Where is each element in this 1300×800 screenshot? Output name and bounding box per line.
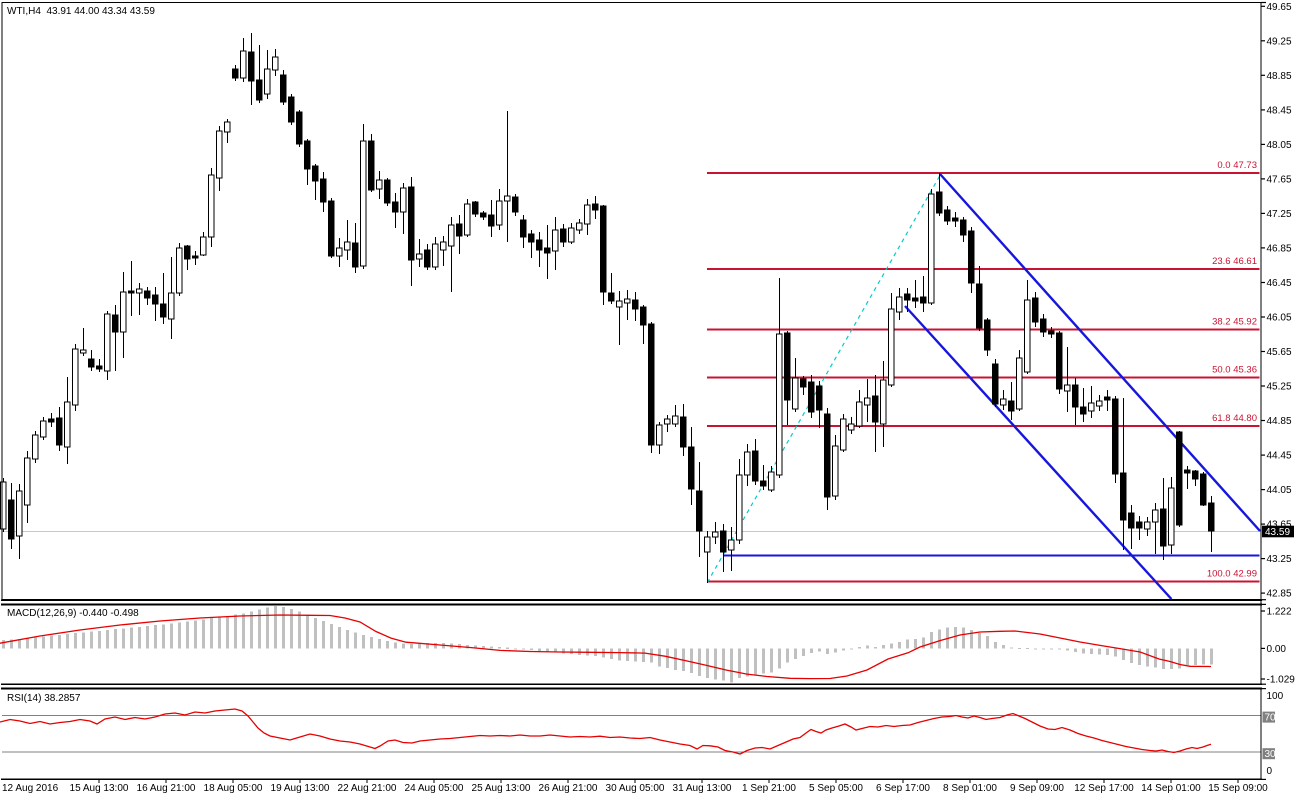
svg-text:1.222: 1.222 [1267,607,1292,618]
svg-text:15 Aug 13:00: 15 Aug 13:00 [70,783,129,794]
svg-text:12 Sep 17:00: 12 Sep 17:00 [1074,783,1134,794]
svg-text:43.59: 43.59 [1265,527,1290,538]
svg-text:47.65: 47.65 [1267,175,1292,186]
svg-text:44.85: 44.85 [1267,416,1292,427]
svg-text:0.0 47.73: 0.0 47.73 [1217,160,1257,171]
svg-text:49.25: 49.25 [1267,36,1292,47]
svg-text:31 Aug 13:00: 31 Aug 13:00 [673,783,732,794]
svg-text:26 Aug 21:00: 26 Aug 21:00 [539,783,598,794]
svg-text:43.65: 43.65 [1267,520,1292,531]
svg-text:0: 0 [1267,766,1273,777]
svg-text:8 Sep 01:00: 8 Sep 01:00 [943,783,997,794]
svg-text:46.05: 46.05 [1267,313,1292,324]
svg-text:0.00: 0.00 [1267,644,1287,655]
svg-text:9 Sep 09:00: 9 Sep 09:00 [1010,783,1064,794]
svg-text:MACD(12,26,9) -0.440 -0.498: MACD(12,26,9) -0.440 -0.498 [7,608,139,619]
svg-text:25 Aug 13:00: 25 Aug 13:00 [472,783,531,794]
svg-text:43.25: 43.25 [1267,554,1292,565]
svg-text:19 Aug 13:00: 19 Aug 13:00 [271,783,330,794]
svg-text:5 Sep 05:00: 5 Sep 05:00 [809,783,863,794]
svg-text:42.85: 42.85 [1267,589,1292,600]
svg-text:100: 100 [1267,691,1284,702]
svg-text:24 Aug 05:00: 24 Aug 05:00 [405,783,464,794]
svg-text:16 Aug 21:00: 16 Aug 21:00 [137,783,196,794]
svg-text:44.05: 44.05 [1267,485,1292,496]
svg-text:48.05: 48.05 [1267,140,1292,151]
svg-text:100.0 42.99: 100.0 42.99 [1207,569,1257,580]
svg-text:50.0 45.36: 50.0 45.36 [1212,364,1257,375]
svg-text:61.8 44.80: 61.8 44.80 [1212,413,1257,424]
svg-text:44.45: 44.45 [1267,451,1292,462]
svg-text:47.25: 47.25 [1267,209,1292,220]
svg-text:1 Sep 21:00: 1 Sep 21:00 [742,783,796,794]
svg-text:12 Aug 2016: 12 Aug 2016 [2,783,59,794]
svg-text:45.25: 45.25 [1267,382,1292,393]
svg-text:70: 70 [1265,713,1277,724]
svg-text:22 Aug 21:00: 22 Aug 21:00 [338,783,397,794]
svg-text:14 Sep 01:00: 14 Sep 01:00 [1141,783,1201,794]
svg-text:48.45: 48.45 [1267,106,1292,117]
svg-text:46.45: 46.45 [1267,278,1292,289]
svg-text:30: 30 [1265,749,1277,760]
svg-text:38.2 45.92: 38.2 45.92 [1212,316,1257,327]
svg-text:6 Sep 17:00: 6 Sep 17:00 [876,783,930,794]
svg-text:-1.029: -1.029 [1267,675,1296,686]
svg-text:48.85: 48.85 [1267,71,1292,82]
svg-text:23.6 46.61: 23.6 46.61 [1212,256,1257,267]
svg-text:RSI(14) 38.2857: RSI(14) 38.2857 [7,693,81,704]
svg-text:49.65: 49.65 [1267,2,1292,13]
svg-text:45.65: 45.65 [1267,347,1292,358]
svg-text:30 Aug 05:00: 30 Aug 05:00 [606,783,665,794]
svg-text:WTI,H4 43.91 44.00 43.34 43.5: WTI,H4 43.91 44.00 43.34 43.59 [7,6,155,17]
svg-text:15 Sep 09:00: 15 Sep 09:00 [1208,783,1268,794]
svg-text:46.85: 46.85 [1267,244,1292,255]
svg-text:18 Aug 05:00: 18 Aug 05:00 [204,783,263,794]
